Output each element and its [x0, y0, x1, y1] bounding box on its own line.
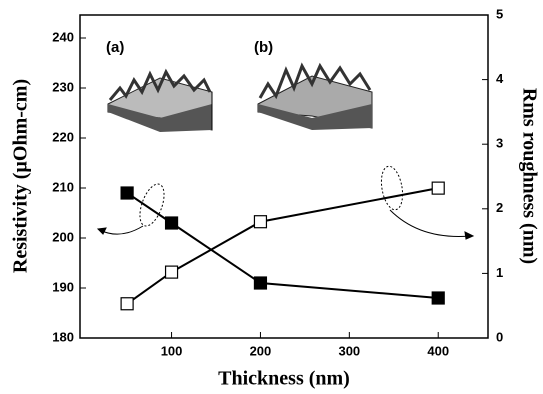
y-tick-label: 220 — [52, 129, 74, 144]
marker — [121, 298, 133, 310]
y-tick-label: 240 — [52, 29, 74, 44]
series-line — [127, 188, 438, 304]
y2-tick-label: 0 — [496, 329, 503, 344]
marker — [254, 277, 266, 289]
x-axis-label: Thickness (nm) — [218, 368, 350, 390]
x-tick-label: 100 — [161, 343, 183, 358]
annotation: (a) — [106, 39, 124, 56]
y2-tick-label: 1 — [496, 265, 503, 280]
inset-a — [108, 72, 212, 132]
x-tick-label: 300 — [338, 343, 360, 358]
marker — [432, 182, 444, 194]
marker — [121, 187, 133, 199]
marker — [254, 216, 266, 228]
y-tick-label: 180 — [52, 329, 74, 344]
y-axis-label: Resistivity (µOhm-cm) — [10, 79, 32, 273]
inset-b — [258, 66, 372, 130]
annotation: (b) — [254, 39, 273, 56]
marker — [166, 217, 178, 229]
y2-tick-label: 2 — [496, 200, 503, 215]
y2-tick-label: 4 — [496, 71, 504, 86]
callouts — [98, 165, 473, 239]
y2-tick-label: 5 — [496, 6, 503, 21]
y-tick-label: 230 — [52, 79, 74, 94]
marker — [166, 266, 178, 278]
y-tick-label: 200 — [52, 229, 74, 244]
chart: (a) (b) Thickness (nm) Resistivity (µOhm… — [0, 0, 543, 394]
y2-tick-label: 3 — [496, 136, 503, 151]
marker — [432, 292, 444, 304]
x-tick-label: 200 — [250, 343, 272, 358]
y2-axis-label: Rms roughness (nm) — [518, 88, 540, 264]
y-tick-label: 210 — [52, 179, 74, 194]
x-tick-label: 400 — [427, 343, 449, 358]
y-tick-label: 190 — [52, 279, 74, 294]
plot-frame — [80, 15, 488, 338]
series-line — [127, 193, 438, 298]
